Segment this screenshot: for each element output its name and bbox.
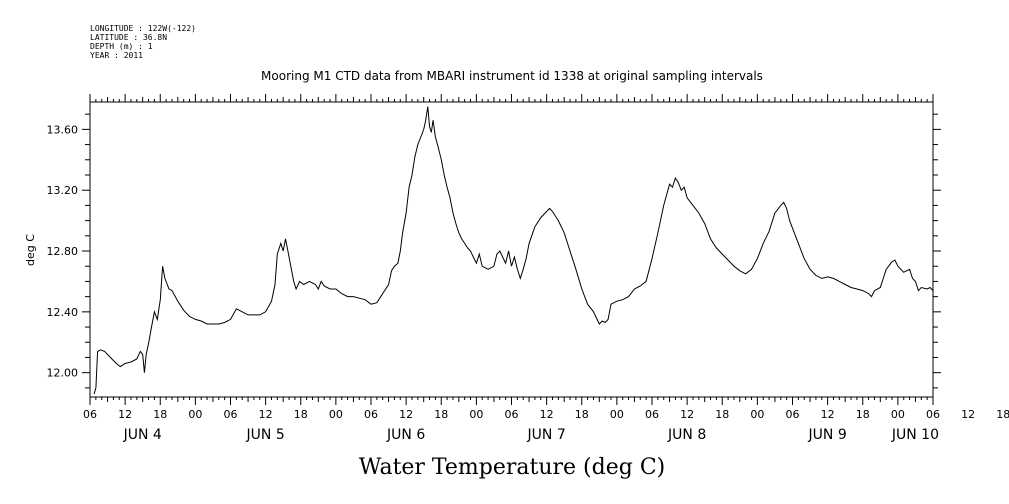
x-tick-label: 00	[188, 408, 202, 421]
y-tick-label: 12.40	[47, 306, 79, 319]
plot-frame	[89, 101, 934, 398]
x-tick-label: 06	[926, 408, 940, 421]
day-label: JUN 7	[527, 427, 566, 443]
x-tick-label: 06	[505, 408, 519, 421]
x-tick-label: 00	[329, 408, 343, 421]
x-tick-label: 00	[750, 408, 764, 421]
x-tick-label: 18	[153, 408, 167, 421]
day-label: JUN 8	[667, 427, 706, 443]
day-label: JUN 5	[246, 427, 285, 443]
axis-ticks	[82, 94, 941, 405]
x-tick-label: 12	[399, 408, 413, 421]
meta-depth: DEPTH (m) : 1	[90, 42, 153, 51]
x-tick-label: 18	[996, 408, 1009, 421]
x-tick-label: 18	[575, 408, 589, 421]
x-tick-label: 18	[715, 408, 729, 421]
x-tick-label: 00	[891, 408, 905, 421]
day-label: JUN 4	[123, 427, 162, 443]
y-tick-label: 12.80	[47, 245, 79, 258]
x-tick-label: 00	[469, 408, 483, 421]
series-line	[93, 106, 934, 395]
y-axis-label: deg C	[24, 234, 37, 266]
x-tick-label: 18	[856, 408, 870, 421]
x-tick-label: 12	[961, 408, 975, 421]
day-label: JUN 9	[808, 427, 847, 443]
meta-year: YEAR : 2011	[90, 51, 143, 60]
y-tick-label: 13.60	[47, 123, 79, 136]
x-tick-label: 06	[645, 408, 659, 421]
chart-title: Mooring M1 CTD data from MBARI instrumen…	[261, 69, 763, 83]
x-tick-label: 18	[294, 408, 308, 421]
x-tick-label: 18	[434, 408, 448, 421]
x-tick-label: 12	[680, 408, 694, 421]
x-tick-label: 00	[610, 408, 624, 421]
x-tick-label: 12	[118, 408, 132, 421]
y-tick-labels: 12.00 12.40 12.80 13.20 13.60	[47, 123, 79, 379]
x-tick-label: 06	[786, 408, 800, 421]
x-tick-labels: 06 12 18 00 06 12 18 00 06 12 18 00 06 12 18 00 06 12 18 00…	[83, 408, 1009, 421]
metadata-block: LONGITUDE : 122W(-122) LATITUDE : 36.8N …	[90, 24, 196, 60]
x-tick-label: 12	[821, 408, 835, 421]
x-tick-label: 06	[364, 408, 378, 421]
x-tick-label: 06	[224, 408, 238, 421]
day-label: JUN 10	[891, 427, 939, 443]
meta-latitude: LATITUDE : 36.8N	[90, 33, 167, 42]
x-tick-label: 06	[83, 408, 97, 421]
y-tick-label: 12.00	[47, 367, 79, 380]
y-tick-label: 13.20	[47, 184, 79, 197]
x-axis-label: Water Temperature (deg C)	[359, 455, 666, 480]
day-label: JUN 6	[386, 427, 425, 443]
meta-longitude: LONGITUDE : 122W(-122)	[90, 24, 196, 33]
x-tick-label: 12	[259, 408, 273, 421]
x-tick-label: 12	[540, 408, 554, 421]
